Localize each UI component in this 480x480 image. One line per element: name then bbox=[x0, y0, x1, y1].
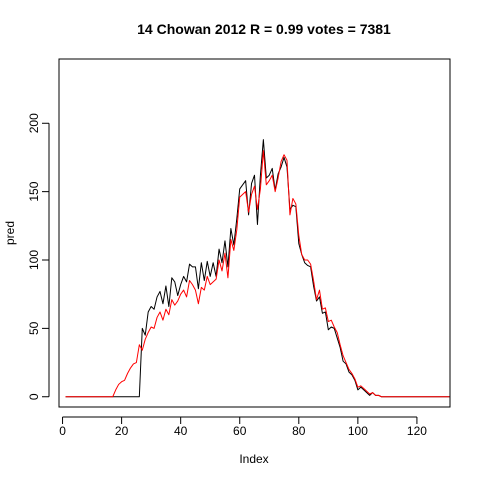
series-layer bbox=[65, 139, 450, 398]
x-tick-label: 20 bbox=[115, 424, 129, 438]
x-tick-label: 100 bbox=[348, 424, 368, 438]
x-tick-label: 0 bbox=[59, 424, 66, 438]
chart-title: 14 Chowan 2012 R = 0.99 votes = 7381 bbox=[137, 21, 391, 37]
series-line-red bbox=[65, 150, 450, 398]
y-tick-label: 50 bbox=[27, 321, 41, 335]
x-tick-label: 120 bbox=[407, 424, 427, 438]
x-tick-label: 80 bbox=[292, 424, 306, 438]
x-tick-label: 60 bbox=[233, 424, 247, 438]
y-tick-label: 0 bbox=[27, 393, 41, 400]
y-axis-label: pred bbox=[3, 221, 17, 245]
y-tick-label: 150 bbox=[27, 181, 41, 201]
plot-frame bbox=[58, 58, 451, 408]
y-tick-label: 200 bbox=[27, 113, 41, 133]
x-axis: 0 20 40 60 80 100 120 bbox=[59, 416, 427, 438]
x-tick-label: 40 bbox=[174, 424, 188, 438]
series-line-black bbox=[65, 139, 450, 398]
x-axis-label: Index bbox=[239, 452, 268, 466]
y-axis: 0 50 100 150 200 bbox=[27, 113, 50, 400]
y-tick-label: 100 bbox=[27, 250, 41, 270]
